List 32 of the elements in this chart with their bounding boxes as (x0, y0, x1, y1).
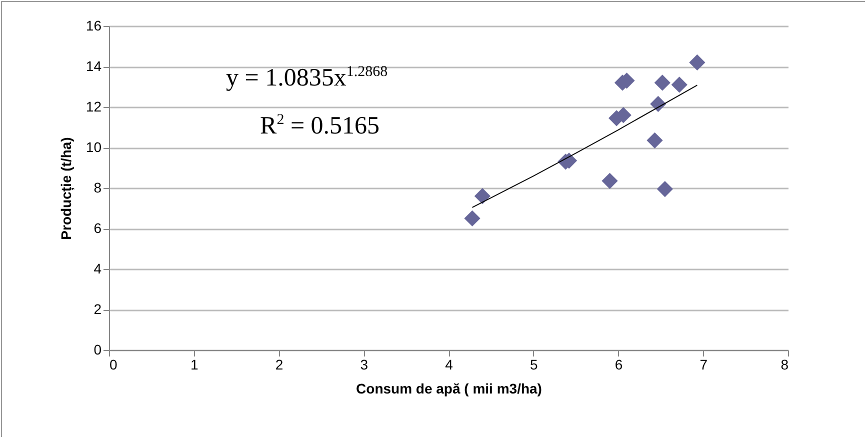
y-tick-label: 12 (86, 98, 102, 114)
y-tick-label: 10 (86, 139, 102, 155)
annotation: y = 1.0835x$^{1.2868}$ (226, 64, 388, 92)
point (602, 172, 618, 189)
point (646, 132, 663, 148)
point (689, 54, 706, 71)
point (650, 96, 666, 112)
y-tick-label: 2 (94, 301, 102, 317)
x-tick-label: 0 (110, 356, 118, 372)
x-tick-label: 1 (190, 356, 198, 372)
line-series (472, 84, 698, 208)
x-tick-label: 2 (275, 356, 284, 372)
x-tick-label: 4 (445, 356, 454, 372)
y-axis-title: Producție (t/ha) (58, 137, 75, 240)
y-tick-label: 4 (94, 260, 102, 276)
x-tick-label: 5 (530, 356, 538, 372)
x-tick-label: 7 (700, 356, 708, 372)
y-tick-label: 6 (94, 220, 102, 236)
y-tick-label: 8 (94, 180, 102, 196)
x-tick-label: 6 (614, 356, 623, 372)
point (656, 180, 673, 198)
x-tick-label: 3 (360, 356, 368, 372)
y-tick-label: 0 (94, 342, 102, 358)
x-axis-title: Consum de apă ( mii m3/ha) (356, 380, 542, 396)
x-tick-label: 8 (780, 356, 789, 372)
point (671, 76, 688, 93)
y-tick-label: 14 (86, 58, 102, 74)
point (654, 74, 670, 91)
y-tick-label: 16 (86, 18, 102, 34)
point (464, 210, 480, 226)
annotation: R$^{2}$ = 0.5165 (260, 112, 380, 140)
point (474, 188, 491, 204)
